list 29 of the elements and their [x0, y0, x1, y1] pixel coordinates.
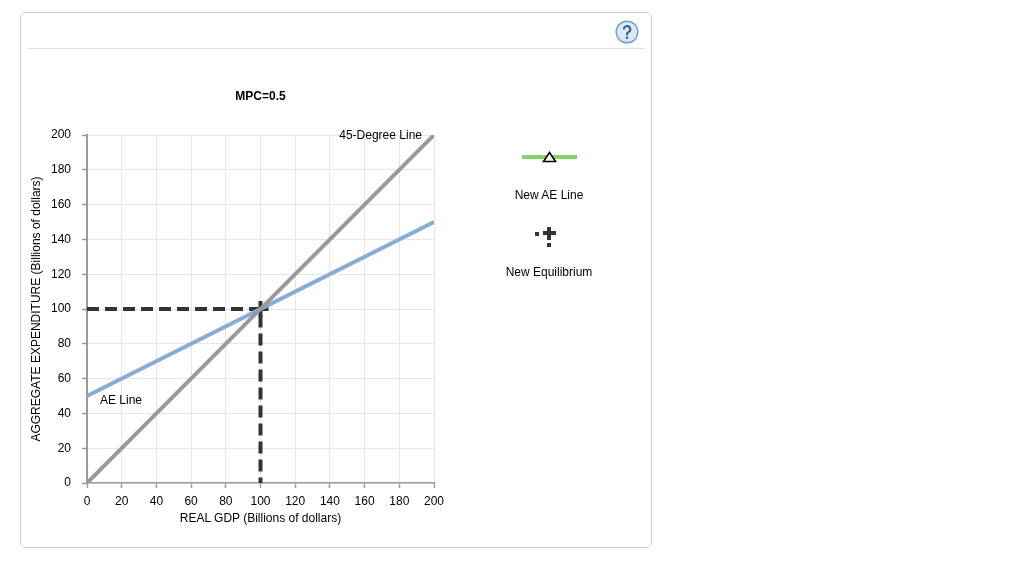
y-tick-label: 100 — [50, 301, 72, 316]
text: New AE Line — [513, 188, 585, 202]
x-tick-label: 100 — [250, 493, 271, 508]
y-tick-label: 0 — [64, 475, 72, 490]
x-tick-label: 40 — [149, 493, 164, 508]
y-tick-label: 60 — [57, 370, 72, 385]
x-tick-label: 0 — [83, 493, 91, 508]
x-tick-label: 20 — [115, 493, 129, 508]
text: New Equilibrium — [504, 265, 594, 279]
x-axis-title: REAL GDP (Billions of dollars) — [179, 511, 342, 526]
x-tick-label: 200 — [423, 493, 445, 508]
y-tick-label: 140 — [50, 231, 72, 246]
y-tick-label: 120 — [50, 266, 72, 281]
series-label: 45-Degree Line — [339, 128, 423, 143]
y-tick-label: 160 — [50, 196, 72, 211]
y-tick-label: 40 — [57, 405, 72, 420]
x-tick-label: 140 — [319, 493, 341, 508]
y-axis-title: AGGREGATE EXPENDITURE (Billions of dollars) — [29, 176, 44, 442]
y-tick-label: 200 — [50, 127, 72, 142]
series-label: AE Line — [100, 393, 143, 408]
chart-title: MPC=0.5 — [235, 89, 286, 104]
x-tick-label: 160 — [354, 493, 375, 508]
y-tick-label: 20 — [57, 440, 72, 455]
y-tick-label: 180 — [50, 162, 72, 177]
y-tick-label: 80 — [57, 336, 72, 351]
x-tick-label: 60 — [184, 493, 199, 508]
x-tick-label: 180 — [389, 493, 410, 508]
x-tick-label: 120 — [285, 493, 306, 508]
x-tick-label: 80 — [219, 493, 233, 508]
